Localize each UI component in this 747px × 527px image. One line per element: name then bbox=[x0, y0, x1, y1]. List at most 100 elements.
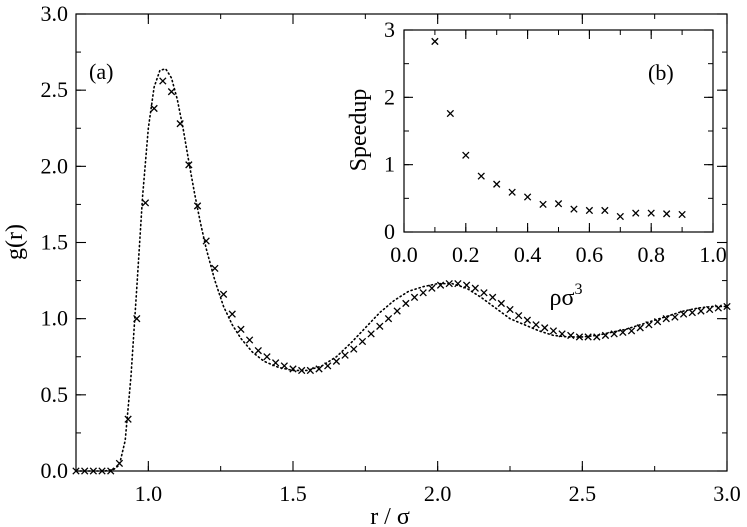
simulation-point bbox=[558, 330, 566, 338]
simulation-point bbox=[723, 302, 731, 311]
simulation-point bbox=[393, 307, 401, 315]
speedup-point bbox=[446, 109, 455, 118]
y-tick-label: 3 bbox=[384, 17, 395, 42]
y-tick-label: 1 bbox=[384, 152, 395, 177]
speedup-point bbox=[678, 210, 686, 219]
simulation-point bbox=[289, 365, 297, 373]
simulation-point bbox=[653, 318, 662, 326]
simulation-point bbox=[89, 467, 98, 475]
simulation-point bbox=[705, 305, 714, 314]
x-tick-label: 0.6 bbox=[576, 242, 604, 267]
x-tick-label: 0.0 bbox=[390, 242, 418, 267]
y-tick-label: 0.5 bbox=[41, 382, 69, 407]
simulation-point bbox=[141, 199, 150, 207]
panel-label-b: (b) bbox=[648, 60, 674, 85]
simulation-point bbox=[593, 333, 601, 341]
simulation-point bbox=[332, 357, 341, 365]
simulation-point bbox=[358, 337, 367, 346]
speedup-point bbox=[570, 205, 578, 213]
x-tick-label: 1.0 bbox=[135, 481, 163, 506]
simulation-point bbox=[324, 362, 332, 370]
main-y-ticks: 0.0 0.5 1.0 1.5 2.0 2.5 3.0 bbox=[41, 1, 727, 483]
simulation-point bbox=[619, 328, 627, 337]
simulation-point bbox=[185, 161, 193, 169]
simulation-point bbox=[627, 327, 636, 335]
simulation-point bbox=[402, 299, 410, 308]
simulation-point bbox=[98, 467, 106, 475]
speedup-point bbox=[477, 172, 485, 180]
simulation-point bbox=[202, 237, 210, 245]
simulation-point bbox=[410, 293, 419, 301]
x-tick-label: 0.4 bbox=[514, 242, 542, 267]
x-tick-label: 0.8 bbox=[637, 242, 665, 267]
simulation-point bbox=[280, 362, 288, 370]
simulation-point bbox=[575, 333, 584, 341]
simulation-point bbox=[367, 330, 375, 338]
inset-x-axis-label: ρσ3 bbox=[550, 281, 583, 311]
simulation-point bbox=[454, 279, 462, 288]
simulation-point bbox=[471, 284, 479, 292]
simulation-point bbox=[254, 346, 262, 355]
y-tick-label: 1.5 bbox=[41, 230, 69, 255]
inset-x-axis-label-superscript: 3 bbox=[574, 281, 582, 298]
simulation-point bbox=[115, 459, 124, 468]
simulation-point bbox=[671, 313, 679, 321]
main-x-ticks: 1.0 1.5 2.0 2.5 3.0 bbox=[75, 14, 741, 506]
simulation-point bbox=[567, 331, 575, 340]
simulation-point bbox=[298, 366, 306, 375]
main-x-axis-label: r / σ bbox=[370, 504, 410, 527]
simulation-point bbox=[211, 264, 219, 273]
simulation-point bbox=[167, 88, 176, 96]
simulation-point bbox=[384, 315, 393, 323]
simulation-point bbox=[636, 324, 644, 332]
simulation-point bbox=[237, 325, 245, 333]
y-tick-label: 2.5 bbox=[41, 77, 69, 102]
simulation-point bbox=[263, 353, 271, 361]
x-tick-label: 1.0 bbox=[699, 242, 727, 267]
speedup-point bbox=[616, 212, 624, 221]
simulation-point bbox=[497, 299, 505, 308]
simulation-point bbox=[506, 305, 514, 314]
simulation-point bbox=[584, 333, 592, 341]
simulation-point bbox=[688, 308, 696, 317]
speedup-point bbox=[508, 188, 516, 196]
simulation-point bbox=[515, 311, 523, 320]
simulation-point bbox=[159, 77, 167, 85]
inset-y-axis-label: Speedup bbox=[346, 89, 372, 172]
y-tick-label: 3.0 bbox=[41, 1, 69, 26]
panel-label-a: (a) bbox=[89, 59, 113, 84]
simulation-point bbox=[697, 307, 705, 315]
x-tick-label: 1.5 bbox=[279, 481, 307, 506]
x-tick-label: 3.0 bbox=[713, 481, 741, 506]
x-tick-label: 2.5 bbox=[569, 481, 597, 506]
simulation-point bbox=[462, 281, 471, 289]
inset-y-ticks: 0 1 2 3 bbox=[384, 17, 713, 244]
simulation-point bbox=[480, 289, 488, 297]
simulation-point bbox=[679, 310, 688, 318]
simulation-point bbox=[445, 279, 453, 288]
inset-x-ticks: 0.0 0.2 0.4 0.6 0.8 1.0 bbox=[390, 30, 727, 267]
speedup-point bbox=[647, 209, 655, 217]
simulation-point bbox=[662, 315, 670, 323]
speedup-point bbox=[585, 206, 594, 215]
simulation-point bbox=[541, 324, 549, 332]
simulation-point bbox=[124, 415, 132, 423]
x-tick-label: 2.0 bbox=[424, 481, 452, 506]
simulation-point bbox=[610, 330, 618, 338]
simulation-point bbox=[193, 202, 202, 210]
simulation-point bbox=[645, 321, 653, 329]
simulation-point bbox=[228, 310, 236, 318]
simulation-point bbox=[549, 327, 558, 335]
simulation-point bbox=[350, 345, 358, 353]
simulation-point bbox=[150, 104, 158, 113]
y-tick-label: 0 bbox=[384, 219, 395, 244]
simulation-point bbox=[341, 351, 349, 359]
simulation-point bbox=[428, 284, 436, 292]
simulation-point bbox=[271, 359, 280, 367]
simulation-point bbox=[306, 366, 315, 375]
simulation-point bbox=[245, 336, 254, 344]
simulation-point bbox=[436, 281, 445, 289]
speedup-point bbox=[539, 200, 547, 209]
